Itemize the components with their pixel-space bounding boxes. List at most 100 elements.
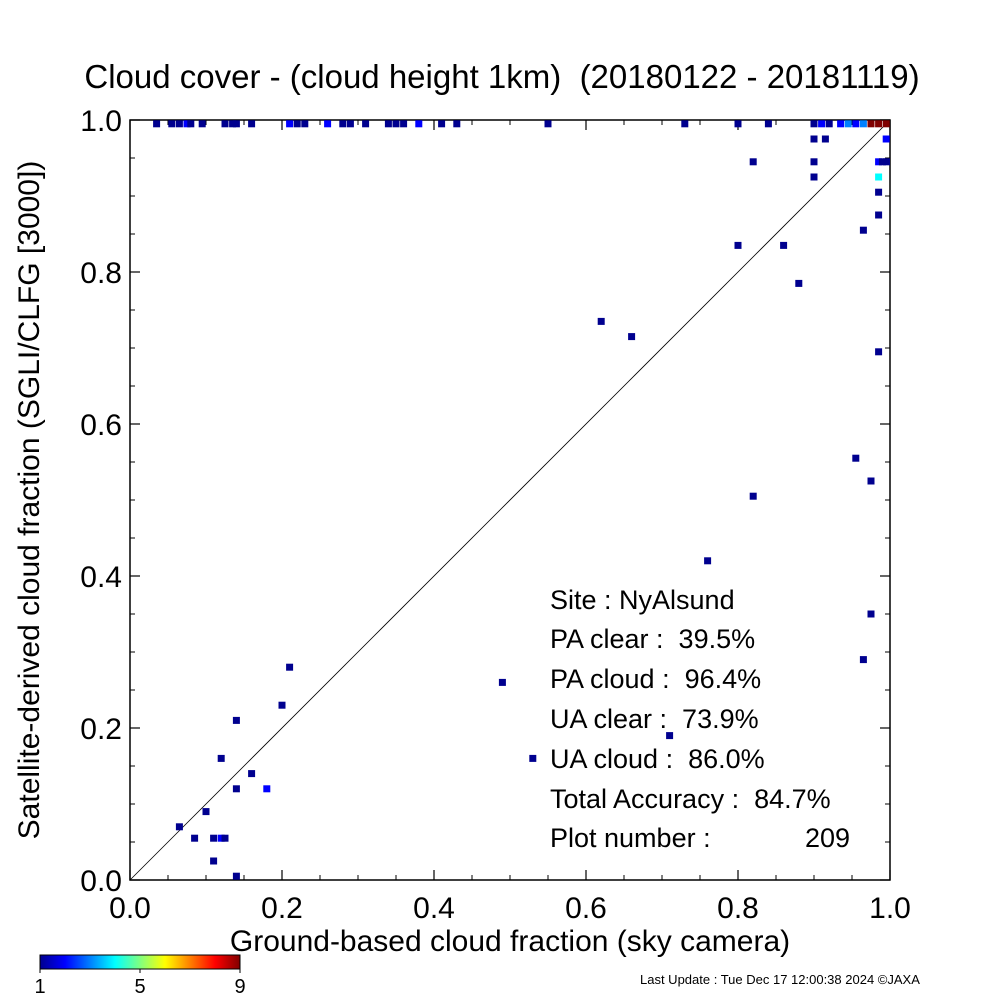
y-axis: 0.0 0.2 0.4 0.6 0.8 1.0 [80,105,890,898]
data-point [301,120,309,128]
stats-ua-cloud: UA cloud : 86.0% [550,744,765,774]
data-point [248,120,256,128]
data-point [867,610,875,618]
x-tick-label: 0.0 [109,892,151,925]
data-point [810,173,818,181]
data-point [681,120,689,128]
data-point [324,120,332,128]
data-point [286,120,294,128]
data-point [183,120,191,128]
colorbar-tick-label: 9 [234,976,245,998]
stats-plot-number-label: Plot number : [550,823,711,853]
data-point [384,120,392,128]
x-tick-label: 0.6 [565,892,607,925]
y-axis-label: Satellite-derived cloud fraction (SGLI/C… [13,161,46,840]
data-point [875,158,883,166]
data-point [597,317,605,325]
stats-ua-clear: UA clear : 73.9% [550,704,759,734]
data-point [844,120,852,128]
data-point [875,173,883,181]
data-point [415,120,423,128]
data-point [498,678,506,686]
chart-title: Cloud cover - (cloud height 1km) (201801… [84,58,919,95]
data-point [248,770,256,778]
data-point [821,135,829,143]
data-point [628,333,636,341]
data-point [346,120,354,128]
data-point [175,120,183,128]
data-point [453,120,461,128]
data-point [704,557,712,565]
data-point [825,120,833,128]
data-point [810,158,818,166]
data-point [202,808,210,816]
stats-box: Site : NyAlsund PA clear : 39.5% PA clou… [550,585,850,853]
y-tick-label: 0.0 [80,865,122,898]
colorbar [39,954,241,970]
data-point [749,492,757,500]
data-point [852,120,860,128]
data-point [263,785,271,793]
data-point [198,120,206,128]
data-point [882,135,890,143]
data-point [232,872,240,880]
stats-pa-cloud: PA cloud : 96.4% [550,664,761,694]
data-points [153,120,890,880]
data-point [749,158,757,166]
data-point [666,732,674,740]
x-axis-label: Ground-based cloud fraction (sky camera) [230,925,790,958]
data-point [286,663,294,671]
data-point [780,241,788,249]
colorbar-tick-label: 1 [34,976,45,998]
data-point [882,120,890,128]
data-point [875,188,883,196]
data-point [875,348,883,356]
data-point [859,226,867,234]
data-point [210,834,218,842]
data-point [232,716,240,724]
one-to-one-line [129,119,891,881]
x-tick-label: 1.0 [869,892,911,925]
data-point [867,120,875,128]
data-point [210,857,218,865]
data-point [438,120,446,128]
data-point [153,120,161,128]
stats-total-accuracy: Total Accuracy : 84.7% [550,784,831,814]
data-point [400,120,408,128]
colorbar-tick-label: 5 [134,976,145,998]
data-point [232,785,240,793]
data-point [795,279,803,287]
colorbar-ticks: 1 5 9 [34,969,246,998]
data-point [221,120,229,128]
data-point [734,120,742,128]
data-point [175,823,183,831]
x-tick-label: 0.8 [717,892,759,925]
data-point [529,754,537,762]
x-tick-label: 0.2 [261,892,303,925]
data-point [878,158,886,166]
data-point [867,477,875,485]
data-point [229,120,237,128]
data-point [818,120,826,128]
x-tick-label: 0.4 [413,892,455,925]
y-tick-label: 0.8 [80,257,122,290]
y-tick-label: 1.0 [80,105,122,138]
data-point [293,120,301,128]
data-point [187,120,195,128]
y-tick-label: 0.4 [80,561,122,594]
data-point [875,211,883,219]
stats-site: Site : NyAlsund [550,585,735,615]
data-point [339,120,347,128]
data-point [883,158,890,166]
data-point [764,120,772,128]
data-point [875,120,883,128]
data-point [217,754,225,762]
stats-plot-number-value: 209 [805,823,850,853]
data-point [810,120,818,128]
data-point [859,120,867,128]
last-update-footer: Last Update : Tue Dec 17 12:00:38 2024 ©… [640,972,920,987]
data-point [217,834,225,842]
data-point [837,120,845,128]
data-point [168,120,176,128]
